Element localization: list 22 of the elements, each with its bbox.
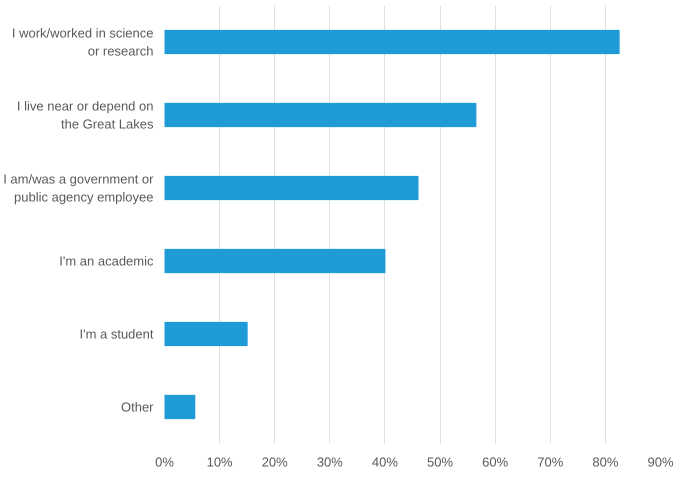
- x-tick-label: 40%: [372, 454, 398, 470]
- x-tick-label: 80%: [592, 454, 619, 470]
- y-tick-label: I'm a student: [79, 326, 154, 342]
- x-tick-label: 20%: [262, 454, 288, 470]
- bar: [164, 30, 620, 54]
- y-tick-label: I work/worked in science or research: [12, 26, 154, 58]
- y-tick-label: I am/was a government or public agency employee: [3, 172, 154, 204]
- x-tick-label: 0%: [155, 454, 174, 470]
- x-tick-label: 50%: [427, 454, 454, 470]
- x-tick-label: 60%: [482, 454, 509, 470]
- y-tick-label: I live near or depend on the Great Lakes: [16, 98, 154, 132]
- x-tick-label: 10%: [206, 454, 234, 470]
- bar: [164, 322, 248, 346]
- x-tick-label: 70%: [537, 454, 564, 470]
- bar: [164, 394, 196, 420]
- y-tick-label: Other: [120, 400, 154, 414]
- bar: [164, 248, 386, 274]
- bar: [164, 176, 419, 200]
- bar: [164, 102, 476, 128]
- x-tick-label: 30%: [316, 454, 344, 470]
- y-tick-label: I'm an academic: [59, 254, 154, 268]
- x-tick-label: 90%: [647, 454, 674, 470]
